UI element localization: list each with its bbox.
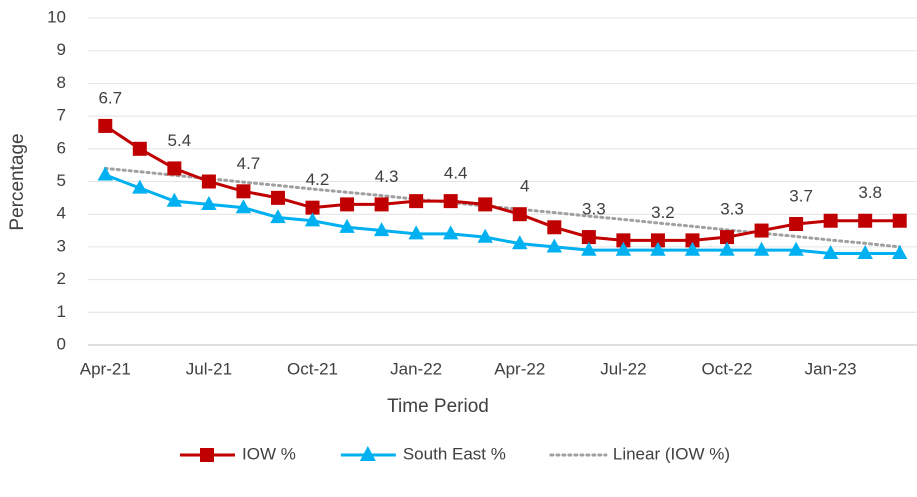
data-point: [166, 192, 183, 207]
data-point: [408, 225, 424, 240]
y-tick-label: 9: [57, 40, 66, 59]
data-label: 3.2: [651, 203, 675, 222]
legend-marker: [359, 446, 376, 461]
data-point: [201, 174, 216, 189]
y-tick-label: 4: [57, 204, 66, 223]
legend-label: Linear (IOW %): [613, 444, 730, 463]
data-point: [616, 233, 631, 248]
data-label: 3.7: [789, 186, 813, 205]
series-line: [104, 124, 900, 242]
data-label: 4.4: [444, 164, 468, 183]
series-line: [104, 173, 900, 255]
trend-line: [103, 166, 902, 249]
data-point: [478, 197, 493, 212]
y-tick-label: 7: [57, 106, 66, 125]
data-point: [409, 194, 424, 209]
data-point: [270, 190, 285, 205]
data-point: [753, 241, 770, 256]
data-point: [97, 166, 113, 181]
data-point: [304, 212, 321, 227]
data-point: [167, 161, 182, 176]
data-point: [98, 118, 113, 133]
data-point: [892, 245, 908, 260]
x-tick-label: Jul-21: [186, 359, 232, 378]
data-label: 6.7: [98, 88, 122, 107]
legend-label: IOW %: [242, 444, 296, 463]
data-point: [754, 223, 769, 238]
data-point: [235, 199, 252, 214]
data-point: [650, 241, 666, 256]
data-point: [442, 225, 459, 240]
data-point: [685, 233, 700, 248]
data-point: [581, 241, 597, 256]
x-axis-title: Time Period: [387, 396, 489, 417]
data-point: [546, 238, 563, 253]
data-point: [720, 230, 735, 245]
data-point: [547, 220, 562, 235]
data-point: [615, 241, 632, 256]
data-label: 3.3: [720, 200, 744, 219]
legend-marker: [200, 448, 214, 462]
y-tick-label: 5: [57, 171, 66, 190]
data-point: [822, 245, 839, 260]
data-point: [270, 209, 286, 224]
data-point: [789, 217, 804, 232]
x-tick-label: Apr-21: [80, 359, 131, 378]
data-point: [236, 184, 251, 199]
y-tick-label: 3: [57, 236, 66, 255]
x-tick-label: Oct-21: [287, 359, 338, 378]
data-label: 3.3: [582, 200, 606, 219]
y-tick-label: 6: [57, 138, 66, 157]
data-point: [788, 241, 804, 256]
data-point: [581, 230, 596, 245]
data-label: 4.2: [306, 170, 330, 189]
data-point: [512, 235, 528, 250]
x-tick-label: Oct-22: [702, 359, 753, 378]
y-tick-label: 0: [57, 334, 66, 353]
data-point: [858, 213, 873, 228]
data-label: 4: [520, 177, 529, 196]
data-point: [857, 245, 873, 260]
data-point: [684, 241, 701, 256]
data-point: [823, 213, 838, 228]
data-point: [339, 218, 355, 233]
data-label: 3.8: [858, 183, 882, 202]
x-tick-label: Jan-23: [805, 359, 857, 378]
data-point: [892, 213, 907, 228]
data-point: [477, 228, 493, 243]
legend-label: South East %: [403, 444, 506, 463]
x-tick-label: Jul-22: [600, 359, 646, 378]
data-label: 4.7: [237, 154, 261, 173]
data-point: [132, 179, 148, 194]
data-point: [512, 207, 527, 222]
data-point: [201, 195, 217, 210]
y-tick-label: 2: [57, 269, 66, 288]
x-tick-label: Apr-22: [494, 359, 545, 378]
x-tick-label: Jan-22: [390, 359, 442, 378]
y-axis-title: Percentage: [7, 133, 28, 230]
y-tick-label: 10: [47, 7, 66, 26]
data-point: [374, 197, 389, 212]
data-point: [340, 197, 355, 212]
data-point: [443, 194, 458, 209]
y-tick-label: 1: [57, 302, 66, 321]
data-label: 5.4: [168, 131, 192, 150]
data-point: [305, 200, 320, 215]
y-tick-label: 8: [57, 73, 66, 92]
data-point: [650, 233, 665, 248]
data-point: [132, 141, 147, 156]
data-point: [373, 222, 390, 237]
data-point: [719, 241, 735, 256]
data-label: 4.3: [375, 167, 399, 186]
